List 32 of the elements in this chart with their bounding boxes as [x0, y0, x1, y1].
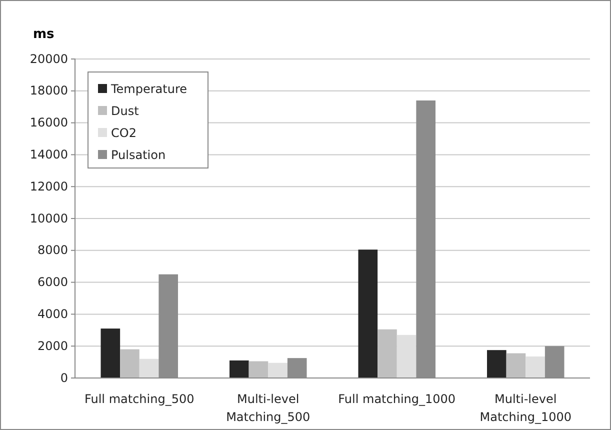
y-tick-label: 20000	[30, 52, 68, 66]
bar	[526, 356, 545, 378]
y-tick-label: 8000	[37, 243, 68, 258]
bar	[120, 349, 140, 378]
x-tick-label: Full matching_1000	[338, 392, 456, 406]
y-tick-label: 12000	[30, 179, 68, 194]
bar	[139, 358, 159, 378]
y-tick-label: 14000	[30, 148, 68, 162]
bar	[100, 328, 120, 378]
bar	[268, 362, 288, 378]
legend-label: Dust	[111, 104, 140, 118]
y-tick-label: 4000	[37, 307, 68, 322]
y-axis-title: ms	[33, 27, 55, 42]
y-tick-label: 18000	[30, 84, 68, 98]
bar	[230, 360, 249, 378]
x-tick-label: Full matching_500	[84, 392, 194, 406]
legend-label: Pulsation	[111, 148, 166, 162]
y-tick-label: 2000	[37, 338, 68, 353]
bar	[358, 250, 378, 378]
bar	[396, 334, 416, 378]
y-tick-label: 16000	[30, 116, 68, 130]
y-tick-label: 6000	[37, 275, 68, 290]
y-tick-label: 0	[60, 370, 68, 385]
x-tick-label: Multi-level Matching_500	[226, 392, 310, 424]
bar	[487, 350, 506, 378]
y-tick-label: 10000	[30, 211, 68, 226]
legend-label: CO2	[111, 126, 136, 140]
x-tick-label: Multi-level Matching_1000	[480, 392, 572, 424]
bar	[506, 353, 526, 378]
legend-label: Temperature	[110, 82, 188, 96]
bar	[378, 329, 397, 378]
bar	[248, 361, 268, 378]
